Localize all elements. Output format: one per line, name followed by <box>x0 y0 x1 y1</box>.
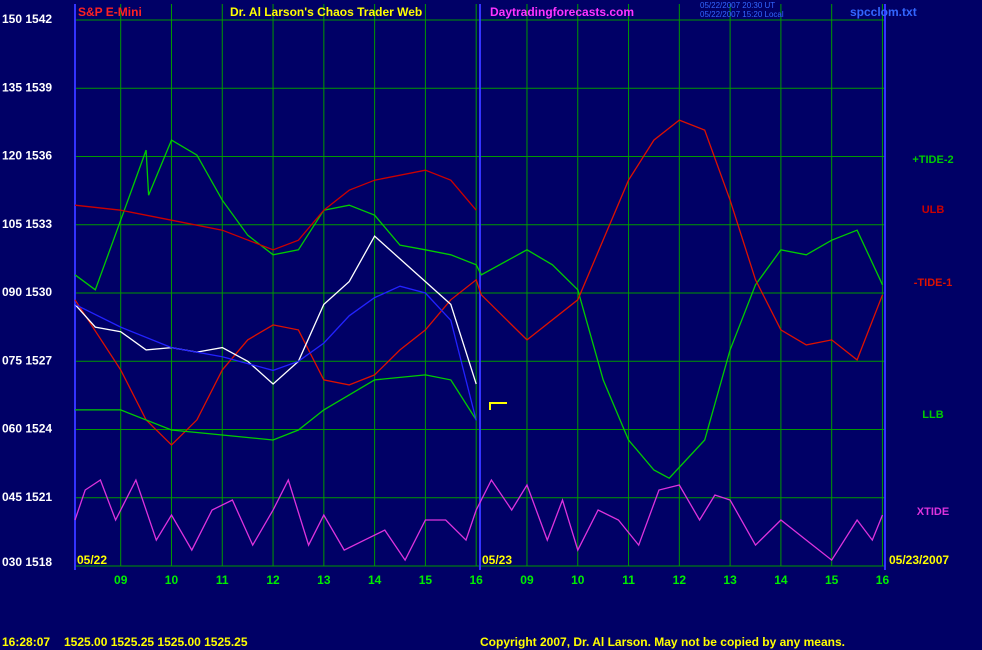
quote-prices: 1525.00 1525.25 1525.00 1525.25 <box>64 635 248 649</box>
date-label: 05/23 <box>482 553 512 567</box>
series-line <box>75 374 477 441</box>
y-tick-label: 135 1539 <box>2 80 52 94</box>
legend-label: -TIDE-1 <box>914 277 953 289</box>
x-tick-label: 16 <box>470 573 484 587</box>
x-tick-label: 15 <box>419 573 433 587</box>
x-tick-label: 14 <box>368 573 382 587</box>
copyright: Copyright 2007, Dr. Al Larson. May not b… <box>480 635 845 649</box>
marker <box>489 402 507 410</box>
x-tick-label: 09 <box>114 573 128 587</box>
y-tick-label: 105 1533 <box>2 217 52 231</box>
legend-label: LLB <box>922 409 943 421</box>
symbol: S&P E-Mini <box>78 5 142 19</box>
legend-label: ULB <box>922 204 945 216</box>
x-tick-label: 16 <box>876 573 890 587</box>
x-tick-label: 10 <box>165 573 179 587</box>
series-lines <box>74 119 884 562</box>
series-line <box>74 478 884 562</box>
x-tick-label: 12 <box>673 573 687 587</box>
y-tick-label: 030 1518 <box>2 555 52 569</box>
series-line <box>74 119 884 446</box>
date-label: 05/22 <box>77 553 107 567</box>
y-tick-label: 090 1530 <box>2 285 52 299</box>
x-tick-label: 11 <box>216 573 229 587</box>
series-line <box>74 139 884 480</box>
x-tick-label: 15 <box>825 573 839 587</box>
y-tick-label: 120 1536 <box>2 149 52 163</box>
x-tick-label: 14 <box>774 573 788 587</box>
x-tick-label: 11 <box>622 573 635 587</box>
chart-title: Dr. Al Larson's Chaos Trader Web <box>230 5 422 19</box>
series-line <box>74 169 477 251</box>
y-tick-label: 045 1521 <box>2 490 52 504</box>
timestamp: 05/22/2007 15:20 Local <box>700 10 784 19</box>
x-tick-label: 12 <box>266 573 280 587</box>
website: Daytradingforecasts.com <box>490 5 634 19</box>
legend-label: XTIDE <box>917 506 949 518</box>
y-tick-label: 150 1542 <box>2 12 52 26</box>
y-tick-label: 075 1527 <box>2 353 52 367</box>
x-tick-label: 13 <box>317 573 331 587</box>
x-tick-label: 10 <box>571 573 585 587</box>
y-tick-label: 060 1524 <box>2 422 52 436</box>
timestamp: 05/22/2007 20:30 UT <box>700 1 775 10</box>
legend-label: +TIDE-2 <box>912 154 953 166</box>
series-line <box>74 235 477 385</box>
file-name: spcclom.txt <box>850 5 917 19</box>
series-line <box>74 285 477 421</box>
x-tick-label: 09 <box>520 573 534 587</box>
grid <box>75 4 885 567</box>
date-label: 05/23/2007 <box>889 553 949 567</box>
quote-time: 16:28:07 <box>2 635 50 649</box>
x-tick-label: 13 <box>723 573 737 587</box>
